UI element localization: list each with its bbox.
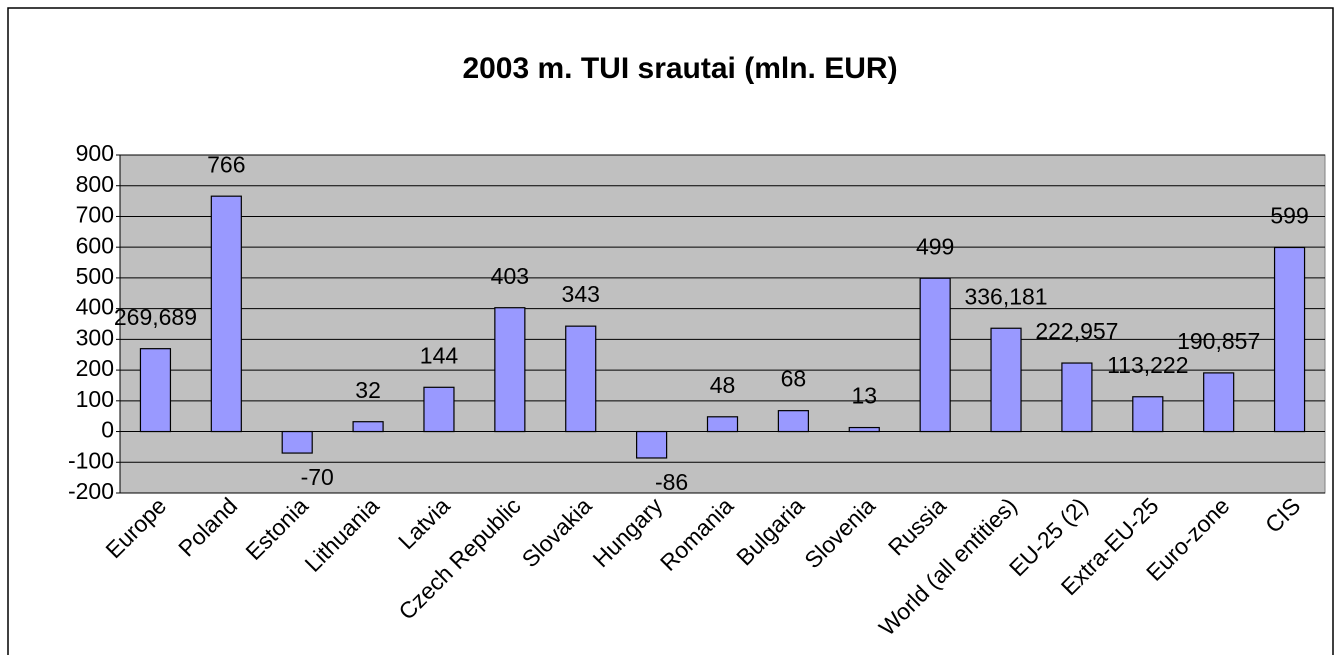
bar	[848, 426, 880, 433]
bar	[281, 430, 313, 454]
data-label: 343	[562, 281, 600, 307]
plot-area	[119, 154, 1326, 494]
bar	[1273, 246, 1306, 433]
data-label: 336,181	[964, 283, 1047, 309]
bar	[990, 327, 1022, 433]
bar	[210, 195, 242, 433]
data-label: -86	[655, 469, 688, 495]
data-label: 190,857	[1177, 328, 1260, 354]
data-label: 32	[355, 377, 381, 403]
bar	[494, 307, 526, 433]
y-tick-label: 800	[76, 171, 114, 197]
data-label: 113,222	[1107, 352, 1188, 378]
bar	[1061, 362, 1093, 433]
bar	[636, 430, 668, 459]
bar	[352, 421, 384, 433]
bar	[777, 410, 809, 433]
bar	[706, 416, 739, 433]
bar	[1203, 372, 1235, 433]
y-tick-label: 200	[76, 355, 114, 381]
y-tick-label: 400	[76, 294, 114, 320]
bar	[919, 277, 951, 433]
y-tick-label: 900	[76, 140, 114, 166]
chart-title: 2003 m. TUI srautai (mln. EUR)	[462, 52, 897, 85]
data-label: 499	[916, 233, 954, 259]
data-label: 144	[420, 342, 459, 368]
y-tick-label: 0	[101, 417, 114, 443]
y-tick-label: 300	[76, 324, 114, 350]
data-label: 68	[781, 366, 807, 392]
data-label: 766	[207, 151, 245, 177]
y-tick-label: 600	[76, 232, 114, 258]
bar	[565, 325, 597, 433]
data-label: 13	[851, 383, 877, 409]
bar	[139, 348, 172, 433]
data-label: 403	[491, 263, 529, 289]
bar	[423, 386, 455, 433]
y-tick-label: -100	[68, 447, 114, 473]
data-label: 48	[710, 372, 736, 398]
data-label: 269,689	[114, 304, 197, 330]
y-tick-label: 100	[76, 386, 114, 412]
data-label: 599	[1270, 203, 1308, 229]
data-label: -70	[301, 464, 334, 490]
data-label: 222,957	[1035, 318, 1118, 344]
bar	[1132, 396, 1164, 433]
y-tick-label: 700	[76, 202, 114, 228]
y-tick-label: 500	[76, 263, 114, 289]
y-tick-label: -200	[68, 478, 114, 504]
